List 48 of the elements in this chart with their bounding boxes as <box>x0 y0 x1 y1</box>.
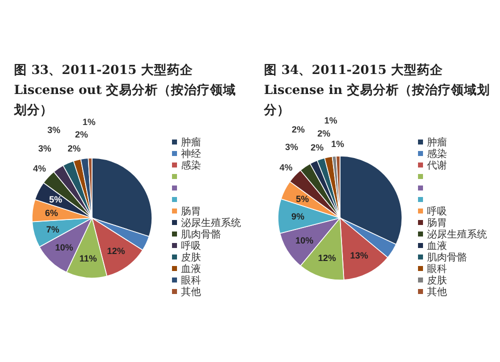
legend-label: 血液 <box>427 240 447 252</box>
chart-title: 图 34、2011-2015 大型药企 Liscense in 交易分析（按治疗领域划分） <box>263 62 490 117</box>
data-label: 2% <box>310 142 324 153</box>
legend-label: 泌尿生殖系统 <box>181 217 241 229</box>
data-label: 11% <box>79 254 97 264</box>
data-label: 12% <box>318 253 336 264</box>
legend-label: 眼科 <box>427 263 447 275</box>
data-label: 4% <box>33 164 46 174</box>
legend-label: 感染 <box>427 148 447 160</box>
data-label: 9% <box>291 212 304 222</box>
data-label: 1% <box>82 117 96 128</box>
legend-label: 肿瘤 <box>427 136 447 148</box>
legend-label: 皮肤 <box>427 274 447 286</box>
data-label: 6% <box>45 208 58 218</box>
data-label: 2% <box>292 124 305 134</box>
legend-label: 眼科 <box>181 274 201 286</box>
data-label: 1% <box>331 139 344 150</box>
data-label: 2% <box>317 128 330 139</box>
legend-label: 肌肉骨骼 <box>181 228 221 240</box>
legend-label: 皮肤 <box>181 252 201 264</box>
legend-label: 肿瘤 <box>181 136 201 148</box>
legend-label: 肠胃 <box>427 218 447 229</box>
data-label: 2% <box>68 143 81 154</box>
data-label: 12% <box>106 246 125 256</box>
data-label: 13% <box>350 250 368 261</box>
data-label: 4% <box>280 162 293 172</box>
legend-label: 神经 <box>181 148 201 160</box>
legend-label: 感染 <box>181 160 201 172</box>
data-label: 10% <box>295 236 314 246</box>
data-label: 3% <box>285 142 298 152</box>
data-label: 5% <box>296 194 309 204</box>
legend-label: 呼吸 <box>181 240 201 252</box>
legend-label: 呼吸 <box>427 206 447 218</box>
data-label: 10% <box>55 242 74 253</box>
data-label: 2% <box>74 130 88 140</box>
chart-title: 图 33、2011-2015 大型药企 Liscense out 交易分析（按治疗领域划分） <box>13 62 236 117</box>
data-label: 1% <box>324 115 338 126</box>
legend-label: 肠胃 <box>181 206 201 218</box>
data-label: 3% <box>47 124 60 135</box>
legend-label: 泌尿生殖系统 <box>427 228 487 240</box>
legend-label: 其他 <box>181 286 201 298</box>
legend-label: 肌肉骨骼 <box>427 252 467 264</box>
legend-label: 其他 <box>427 286 447 298</box>
data-label: 7% <box>46 224 60 234</box>
data-label: 5% <box>49 194 62 204</box>
legend-label: 代谢 <box>426 160 447 172</box>
data-label: 3% <box>38 144 52 154</box>
legend-label: 血液 <box>181 263 201 275</box>
